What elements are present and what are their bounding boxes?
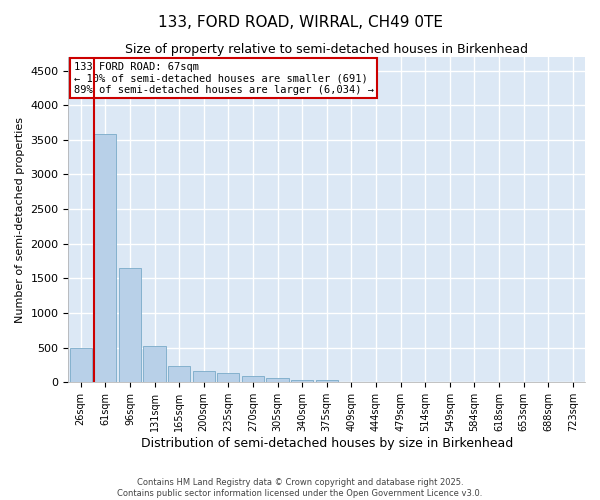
Bar bbox=[193, 372, 215, 382]
Text: Contains HM Land Registry data © Crown copyright and database right 2025.
Contai: Contains HM Land Registry data © Crown c… bbox=[118, 478, 482, 498]
Bar bbox=[242, 376, 264, 382]
Title: Size of property relative to semi-detached houses in Birkenhead: Size of property relative to semi-detach… bbox=[125, 42, 528, 56]
Text: 133 FORD ROAD: 67sqm
← 10% of semi-detached houses are smaller (691)
89% of semi: 133 FORD ROAD: 67sqm ← 10% of semi-detac… bbox=[74, 62, 374, 95]
Bar bbox=[266, 378, 289, 382]
Bar bbox=[119, 268, 141, 382]
Y-axis label: Number of semi-detached properties: Number of semi-detached properties bbox=[15, 116, 25, 322]
Bar bbox=[291, 380, 313, 382]
Text: 133, FORD ROAD, WIRRAL, CH49 0TE: 133, FORD ROAD, WIRRAL, CH49 0TE bbox=[157, 15, 443, 30]
Bar bbox=[94, 134, 116, 382]
X-axis label: Distribution of semi-detached houses by size in Birkenhead: Distribution of semi-detached houses by … bbox=[140, 437, 513, 450]
Bar bbox=[70, 348, 92, 382]
Bar bbox=[217, 374, 239, 382]
Bar bbox=[143, 346, 166, 383]
Bar bbox=[316, 380, 338, 382]
Bar bbox=[168, 366, 190, 382]
